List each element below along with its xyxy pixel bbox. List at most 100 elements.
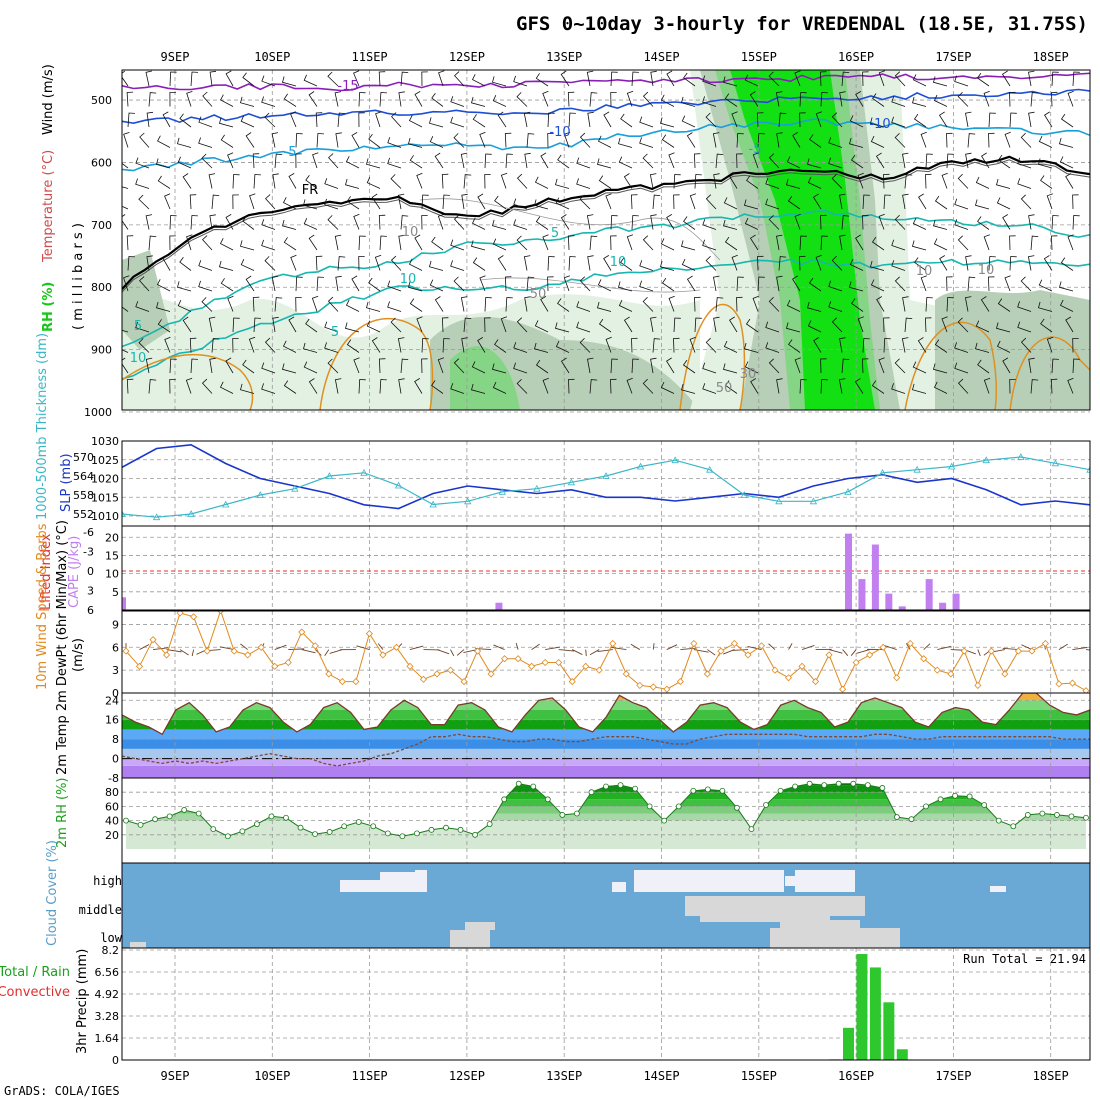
- wind10m-point-34: [582, 662, 590, 670]
- cloud-level-middle: middle: [79, 903, 122, 917]
- rh-point-56: [937, 796, 944, 803]
- contour-label-9: 10: [130, 351, 147, 366]
- cape-bar-0: [122, 597, 126, 610]
- precip-bar-4: [883, 1002, 895, 1060]
- rh-point-41: [719, 787, 726, 794]
- li-tick-2: 0: [87, 565, 94, 578]
- top-tick-10SEP: 10SEP: [254, 50, 290, 64]
- rh-point-38: [675, 803, 682, 810]
- wind10m-point-16: [338, 678, 346, 686]
- wind10m-point-46: [744, 651, 752, 659]
- thickness-tick-564: 564: [73, 470, 94, 483]
- precip-tick-6.56: 6.56: [95, 966, 120, 979]
- cloud-block-12: [770, 928, 900, 948]
- cape-bar-8: [939, 602, 947, 610]
- cloud-block-14: [130, 942, 146, 948]
- slp-tick-1030: 1030: [91, 435, 119, 448]
- rh-point-30: [559, 812, 566, 818]
- rh-band-1: [126, 813, 1086, 821]
- rh-point-48: [821, 782, 828, 788]
- thickness-point-8: [394, 481, 403, 489]
- upper-pressure-label: ( m i l l i b a r s ): [71, 223, 86, 330]
- contour-label-13: 10: [402, 225, 419, 240]
- thickness-point-12: [533, 484, 541, 492]
- rh-point-45: [777, 787, 784, 794]
- thickness-point-21: [844, 487, 852, 495]
- upper-ytick-600: 600: [91, 156, 112, 169]
- wind10m-point-19: [379, 651, 387, 659]
- cloud-cover-panel: high middle low Cloud Cover (%): [45, 840, 1091, 949]
- upper-air-panel: -15 -10 -10 -5 -5 FR 5 5 10 10 10 5 10 10 50 10 50 30 500…: [41, 64, 1091, 419]
- wind10m-point-28: [501, 655, 509, 663]
- wind10m-point-10: [257, 643, 265, 651]
- cloud-block-9: [700, 914, 830, 922]
- wind10m-point-59: [920, 655, 928, 663]
- wind10m-point-24: [446, 666, 455, 674]
- isotherm-15-e: [1009, 336, 1090, 410]
- li-tick-4: 6: [87, 604, 94, 617]
- temp-band-0: [122, 765, 1090, 778]
- wind10m-point-2: [149, 636, 157, 644]
- wind10m-point-3: [162, 651, 171, 659]
- thickness-point-7: [360, 468, 368, 476]
- cape-bar-3: [858, 579, 866, 610]
- wind10m-point-63: [974, 681, 982, 689]
- rh-band-4: [126, 792, 1086, 800]
- cape-bar-5: [885, 593, 893, 610]
- wind10m-point-20: [392, 643, 400, 651]
- cape-tick-15: 15: [105, 549, 119, 562]
- rh-point-31: [574, 810, 580, 817]
- wind10m-point-65: [1001, 670, 1009, 678]
- wind10m-point-29: [514, 655, 522, 663]
- contour-label-14: 50: [530, 287, 547, 302]
- precip-bar-1: [843, 1027, 854, 1060]
- rh-point-36: [646, 803, 653, 810]
- wind10m-point-26: [473, 647, 482, 655]
- rh-band-3: [126, 799, 1086, 807]
- upper-ytick-900: 900: [91, 344, 112, 357]
- contour-label-16: 50: [716, 381, 733, 396]
- isotherm--5: [122, 118, 1090, 172]
- rh-point-34: [617, 782, 624, 788]
- bottom-tick-17SEP: 17SEP: [935, 1069, 971, 1083]
- cloud-level-low: low: [100, 931, 122, 945]
- wind10m-unit-label: (m/s): [71, 638, 86, 672]
- rh-point-9: [254, 821, 260, 828]
- wind10m-point-67: [1028, 647, 1036, 655]
- precip-tick-3.28: 3.28: [95, 1010, 120, 1023]
- cape-bar-6: [898, 606, 906, 610]
- bottom-tick-12SEP: 12SEP: [449, 1069, 485, 1083]
- upper-ytick-1000: 1000: [84, 406, 112, 419]
- thickness-point-6: [325, 472, 334, 479]
- isotherm-10: [122, 258, 1090, 380]
- thickness-point-3: [222, 500, 230, 508]
- rh-point-49: [835, 780, 842, 787]
- isotherm-0: [122, 155, 1090, 290]
- thickness-point-19: [775, 497, 783, 505]
- contour-label-2: -10: [869, 117, 890, 132]
- wind10m-point-71: [1082, 687, 1090, 693]
- thickness-point-1: [152, 513, 161, 521]
- rh-point-16: [355, 819, 362, 825]
- thickness-point-17: [706, 465, 714, 473]
- thickness-point-27: [1051, 459, 1060, 467]
- wind10m-point-5: [190, 613, 198, 621]
- rh-point-50: [850, 780, 857, 787]
- top-tick-18SEP: 18SEP: [1033, 50, 1069, 64]
- temp-band-4: [122, 729, 1090, 740]
- rh-point-5: [195, 810, 202, 817]
- contour-label-6: 5: [551, 226, 559, 241]
- wind10m-panel: 3 6 9 0 10m Wind Speed & Barbs (m/s): [35, 523, 1091, 700]
- bottom-tick-13SEP: 13SEP: [546, 1069, 582, 1083]
- wind-tick-0: 0: [112, 687, 119, 700]
- temp-band-1: [122, 758, 1090, 766]
- wind10m-point-43: [703, 670, 711, 678]
- cape-bar-4: [871, 544, 879, 610]
- bottom-tick-9SEP: 9SEP: [161, 1069, 190, 1083]
- wind10m-point-48: [771, 666, 779, 674]
- wind10m-point-18: [365, 630, 373, 638]
- isotherm-15-d: [904, 321, 997, 410]
- wind10m-point-32: [555, 658, 563, 667]
- wind10m-point-69: [1055, 680, 1063, 688]
